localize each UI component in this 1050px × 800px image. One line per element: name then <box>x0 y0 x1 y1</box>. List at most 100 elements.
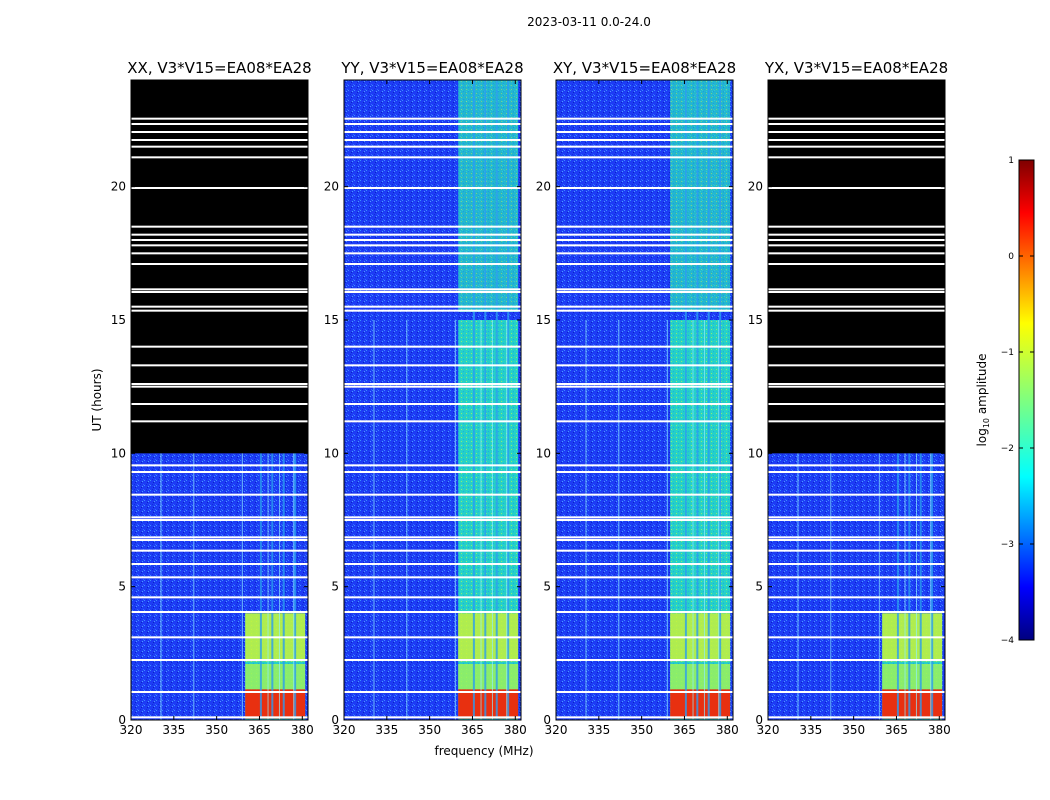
flagged-row <box>768 117 945 120</box>
flagged-row <box>344 244 521 247</box>
x-tick-label: 380 <box>504 723 527 737</box>
y-tick-label: 10 <box>536 446 551 460</box>
flagged-row <box>556 233 733 236</box>
flagged-row <box>344 420 521 423</box>
flagged-row <box>344 691 521 693</box>
colorbar-label: log10 amplitude <box>975 354 991 447</box>
flagged-row <box>131 244 308 247</box>
flagged-row <box>556 345 733 348</box>
y-tick-label: 20 <box>111 180 126 194</box>
subband-gap <box>684 80 687 720</box>
flagged-row <box>556 471 733 473</box>
flagged-row <box>131 345 308 348</box>
x-tick-label: 380 <box>928 723 951 737</box>
flagged-row <box>131 383 308 385</box>
y-tick-label: 10 <box>324 446 339 460</box>
flagged-row <box>556 539 733 541</box>
flagged-row <box>556 691 733 693</box>
flagged-row <box>131 117 308 120</box>
flagged-row <box>131 471 308 473</box>
flagged-row <box>344 539 521 541</box>
flagged-row <box>556 187 733 189</box>
flagged-row <box>556 117 733 120</box>
flagged-row <box>131 131 308 133</box>
subband-gap <box>696 80 699 720</box>
flagged-row <box>768 516 945 519</box>
panel-frame <box>555 79 734 721</box>
flagged-row <box>344 305 521 308</box>
x-tick-label: 320 <box>757 723 780 737</box>
flagged-row <box>556 519 733 521</box>
flagged-row <box>768 145 945 148</box>
flagged-row <box>768 536 945 539</box>
flagged-row <box>768 471 945 473</box>
flagged-row <box>556 403 733 405</box>
x-tick-label: 350 <box>205 723 228 737</box>
panel-xy: 320 335 350 365 380 0 5 10 15 20 XY, V3*V15=EA08*E… <box>536 59 739 737</box>
y-tick-label: 0 <box>118 713 126 727</box>
colorbar-tick-label: −3 <box>1001 540 1014 550</box>
colorbar-tick-label: 1 <box>1008 156 1014 166</box>
flagged-row <box>131 596 308 599</box>
panel-frame <box>343 79 522 721</box>
panel-title: YX, V3*V15=EA08*EA28 <box>764 59 948 77</box>
panel-yy: 320 335 350 365 380 0 5 10 15 20 YY, V3*V15=EA08*E… <box>324 59 527 737</box>
subband-gap <box>472 80 475 720</box>
colorbar-gradient <box>1018 159 1035 641</box>
y-tick-label: 15 <box>324 313 339 327</box>
flagged-row <box>556 309 733 312</box>
colorbar-label-prefix: log <box>975 428 989 446</box>
flagged-row <box>768 233 945 236</box>
flagged-row <box>344 139 521 141</box>
flagged-row <box>131 493 308 496</box>
flagged-row <box>344 225 521 228</box>
flagged-row <box>556 659 733 661</box>
flagged-row <box>131 563 308 565</box>
flagged-row <box>344 123 521 125</box>
colorbar-tick-label: −4 <box>1001 636 1015 646</box>
flagged-row <box>344 611 521 613</box>
panel-title: XY, V3*V15=EA08*EA28 <box>553 59 736 77</box>
flagged-row <box>556 536 733 539</box>
flagged-row <box>768 691 945 693</box>
flagged-row <box>556 576 733 579</box>
flagged-row <box>131 263 308 265</box>
flagged-row <box>344 145 521 148</box>
flagged-row <box>768 244 945 247</box>
flagged-row <box>344 156 521 159</box>
subband-gap <box>507 80 510 720</box>
flagged-row <box>344 519 521 521</box>
flagged-row <box>768 549 945 552</box>
x-tick-label: 350 <box>418 723 441 737</box>
flagged-row <box>131 239 308 241</box>
flagged-row <box>131 309 308 312</box>
flagged-row <box>344 464 521 467</box>
y-tick-label: 10 <box>748 446 763 460</box>
flagged-row <box>131 636 308 639</box>
flagged-row <box>768 563 945 565</box>
x-tick-label: 335 <box>162 723 185 737</box>
flagged-row <box>344 233 521 236</box>
flagged-row <box>131 403 308 405</box>
y-tick-label: 0 <box>331 713 339 727</box>
y-tick-label: 5 <box>118 580 126 594</box>
flagged-row <box>344 596 521 599</box>
flagged-row <box>556 493 733 496</box>
flagged-row <box>768 239 945 241</box>
subband-gap <box>707 80 710 720</box>
flagged-row <box>131 716 308 719</box>
flagged-row <box>131 576 308 579</box>
y-tick-label: 20 <box>748 180 763 194</box>
flagged-row <box>556 464 733 467</box>
y-tick-label: 20 <box>536 180 551 194</box>
flagged-row <box>131 252 308 255</box>
y-tick-label: 15 <box>111 313 126 327</box>
flagged-row <box>768 131 945 133</box>
flagged-row <box>768 345 945 348</box>
flagged-row <box>131 145 308 148</box>
flagged-row <box>131 187 308 189</box>
flagged-row <box>556 123 733 125</box>
flagged-row <box>768 611 945 613</box>
flagged-row <box>768 596 945 599</box>
y-tick-label: 5 <box>543 580 551 594</box>
